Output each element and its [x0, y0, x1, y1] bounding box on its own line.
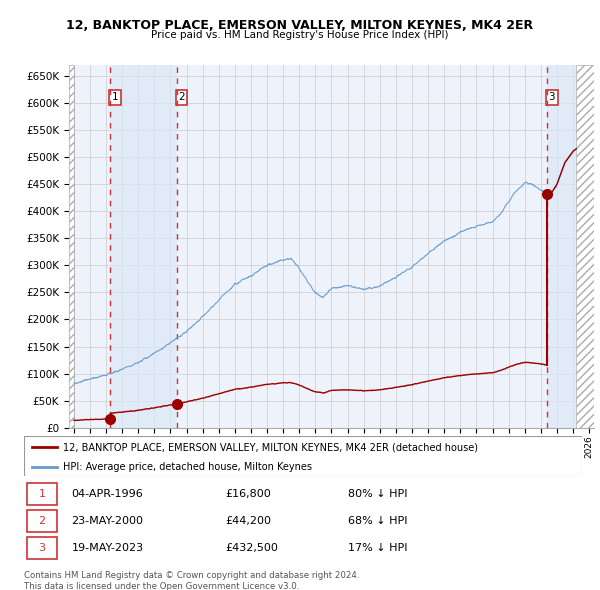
Text: 1: 1	[38, 489, 46, 499]
Text: 3: 3	[38, 543, 46, 553]
Text: 3: 3	[548, 93, 555, 103]
Text: Price paid vs. HM Land Registry's House Price Index (HPI): Price paid vs. HM Land Registry's House …	[151, 30, 449, 40]
FancyBboxPatch shape	[27, 510, 58, 532]
Text: 23-MAY-2000: 23-MAY-2000	[71, 516, 143, 526]
Text: £44,200: £44,200	[225, 516, 271, 526]
Text: 80% ↓ HPI: 80% ↓ HPI	[347, 489, 407, 499]
Text: 17% ↓ HPI: 17% ↓ HPI	[347, 543, 407, 553]
Text: 1: 1	[112, 93, 118, 103]
Text: £16,800: £16,800	[225, 489, 271, 499]
Text: 2: 2	[38, 516, 46, 526]
Text: 68% ↓ HPI: 68% ↓ HPI	[347, 516, 407, 526]
FancyBboxPatch shape	[27, 537, 58, 559]
Bar	[110, 65, 177, 428]
Text: HPI: Average price, detached house, Milton Keynes: HPI: Average price, detached house, Milt…	[63, 463, 312, 473]
Text: 2: 2	[178, 93, 185, 103]
Text: 19-MAY-2023: 19-MAY-2023	[71, 543, 143, 553]
Text: 12, BANKTOP PLACE, EMERSON VALLEY, MILTON KEYNES, MK4 2ER (detached house): 12, BANKTOP PLACE, EMERSON VALLEY, MILTO…	[63, 442, 478, 453]
Text: 12, BANKTOP PLACE, EMERSON VALLEY, MILTON KEYNES, MK4 2ER: 12, BANKTOP PLACE, EMERSON VALLEY, MILTO…	[67, 19, 533, 32]
Text: £432,500: £432,500	[225, 543, 278, 553]
Text: 04-APR-1996: 04-APR-1996	[71, 489, 143, 499]
FancyBboxPatch shape	[24, 436, 582, 476]
FancyBboxPatch shape	[27, 483, 58, 505]
Bar	[547, 65, 576, 428]
Text: Contains HM Land Registry data © Crown copyright and database right 2024.
This d: Contains HM Land Registry data © Crown c…	[24, 571, 359, 590]
